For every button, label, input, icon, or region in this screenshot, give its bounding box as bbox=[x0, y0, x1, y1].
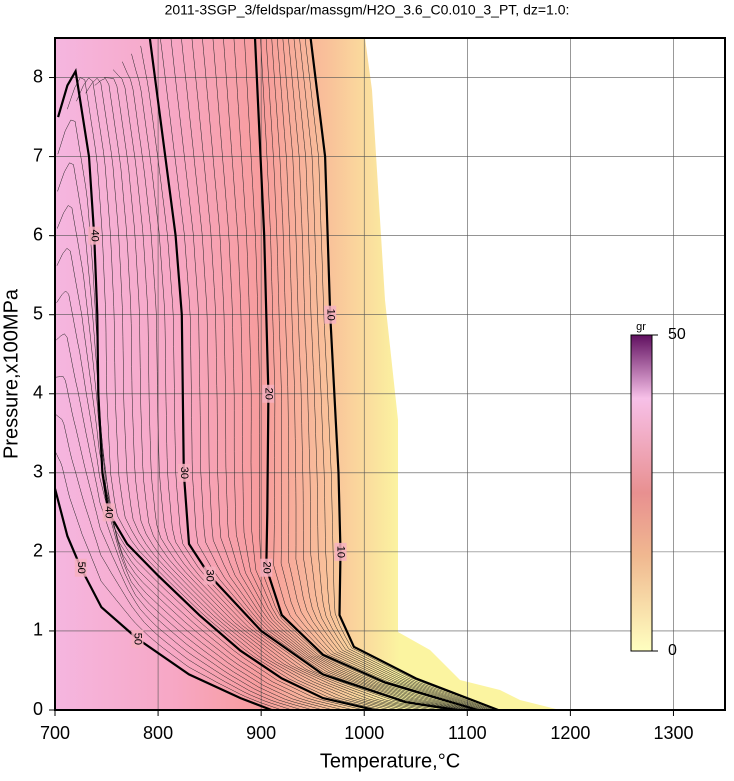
contour-label-bg bbox=[74, 558, 87, 577]
color-field bbox=[55, 38, 560, 710]
plot-frame bbox=[54, 37, 726, 711]
contour-label-bg bbox=[102, 503, 115, 522]
contour-label: 20 bbox=[262, 388, 274, 400]
contour-label: 40 bbox=[103, 506, 115, 518]
minor-contour bbox=[56, 205, 344, 710]
x-tick-label: 700 bbox=[40, 723, 70, 743]
minor-contour bbox=[233, 38, 474, 710]
minor-contour bbox=[288, 38, 491, 710]
y-tick-label: 8 bbox=[33, 66, 43, 86]
contour-label-bg bbox=[260, 558, 273, 577]
y-tick-label: 6 bbox=[33, 224, 43, 244]
minor-contour bbox=[131, 53, 441, 710]
minor-contour bbox=[265, 38, 482, 710]
contour-line bbox=[57, 67, 375, 710]
minor-contour bbox=[260, 38, 480, 710]
minor-contour bbox=[103, 77, 416, 710]
y-tick-label: 7 bbox=[33, 145, 43, 165]
contour-line bbox=[55, 488, 272, 710]
colorbar-tick-label: 50 bbox=[668, 326, 686, 343]
minor-contour bbox=[55, 414, 293, 710]
contour-label-bg bbox=[177, 463, 190, 482]
contour-label: 10 bbox=[324, 309, 336, 321]
minor-contour bbox=[191, 38, 466, 710]
contour-line bbox=[148, 38, 458, 710]
minor-contour bbox=[202, 38, 468, 710]
x-tick-label: 1200 bbox=[550, 723, 590, 743]
minor-contour bbox=[57, 119, 365, 710]
minor-contour bbox=[244, 38, 476, 710]
contour-label-bg bbox=[131, 629, 144, 648]
x-tick-label: 800 bbox=[143, 723, 173, 743]
x-tick-label: 1000 bbox=[344, 723, 384, 743]
colorbar-tick-label: 0 bbox=[668, 642, 677, 659]
y-axis-label: Pressure,x100MPa bbox=[0, 288, 22, 459]
plot-area: 10 10 20 20 30 30 40 40 50 50 bbox=[55, 38, 725, 710]
contour-label-bg bbox=[262, 384, 275, 403]
minor-contour bbox=[282, 38, 488, 710]
contour-label: 30 bbox=[178, 467, 190, 479]
minor-contour bbox=[271, 38, 484, 710]
minor-contour bbox=[276, 38, 486, 710]
minor-contour bbox=[56, 333, 313, 710]
minor-contour bbox=[94, 78, 408, 710]
minor-contour bbox=[112, 69, 425, 710]
contour-label-bg bbox=[203, 566, 216, 585]
colorbar-label: gr bbox=[636, 321, 646, 333]
y-tick-label: 3 bbox=[33, 462, 43, 482]
minor-contour bbox=[293, 38, 493, 710]
minor-contour bbox=[76, 77, 392, 710]
minor-contour bbox=[67, 77, 383, 710]
x-tick-label: 1100 bbox=[448, 723, 487, 743]
minor-contour bbox=[122, 61, 433, 710]
minor-contour bbox=[55, 451, 282, 710]
contour-label: 20 bbox=[260, 562, 272, 574]
minor-contour bbox=[140, 45, 449, 710]
contour-label-bg bbox=[88, 226, 101, 245]
contour-label: 40 bbox=[88, 230, 100, 242]
minor-contour bbox=[57, 162, 354, 710]
minor-contour bbox=[56, 290, 324, 710]
y-tick-label: 1 bbox=[33, 620, 43, 640]
contour-label: 30 bbox=[204, 569, 216, 581]
contour-label: 50 bbox=[132, 633, 144, 645]
minor-contour bbox=[299, 38, 495, 710]
x-tick-label: 1300 bbox=[653, 723, 693, 743]
y-tick-label: 2 bbox=[33, 541, 43, 561]
minor-contour bbox=[223, 38, 472, 710]
minor-contour bbox=[170, 38, 462, 710]
y-tick-label: 5 bbox=[33, 303, 43, 323]
x-tick-label: 900 bbox=[246, 723, 276, 743]
y-tick-label: 0 bbox=[33, 699, 43, 719]
minor-contour bbox=[304, 38, 497, 710]
minor-contour bbox=[160, 38, 460, 710]
contour-label-bg bbox=[324, 305, 337, 324]
colorbar bbox=[630, 334, 653, 652]
minor-contour bbox=[55, 376, 303, 710]
y-tick-label: 4 bbox=[33, 383, 43, 403]
contour-label: 10 bbox=[335, 546, 347, 558]
chart-title: 2011-3SGP_3/feldspar/massgm/H2O_3.6_C0.0… bbox=[165, 2, 570, 18]
minor-contour bbox=[85, 77, 400, 710]
minor-contour bbox=[212, 38, 470, 710]
contour-label: 50 bbox=[75, 562, 87, 574]
minor-contour bbox=[181, 38, 464, 710]
x-axis-label: Temperature,°C bbox=[320, 750, 460, 772]
contour-label-bg bbox=[334, 542, 347, 561]
